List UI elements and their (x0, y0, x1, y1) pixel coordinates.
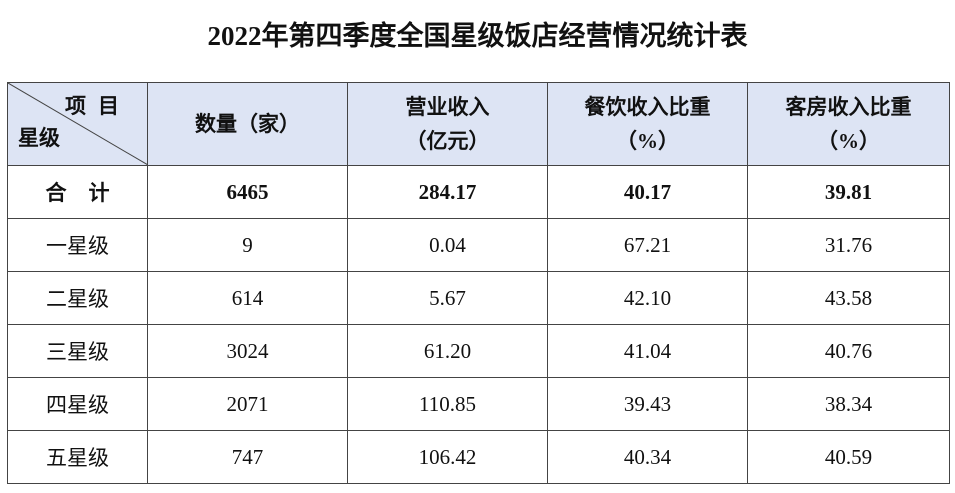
cell: 5.67 (347, 271, 548, 325)
cell: 42.10 (547, 271, 748, 325)
header-line: 客房收入比重 (785, 95, 912, 119)
cell-text: 42.10 (623, 285, 672, 310)
corner-bottom-label: 星级 (18, 126, 60, 150)
cell-text: 39.43 (623, 391, 672, 416)
table-row: 三星级 3024 61.20 41.04 40.76 (7, 324, 950, 378)
cell: 40.76 (747, 324, 950, 378)
diagonal (8, 83, 148, 165)
cell-text: 3024 (226, 338, 269, 363)
cell-text: 31.76 (824, 232, 873, 257)
table-title: 2022年第四季度全国星级饭店经营情况统计表 (207, 21, 748, 51)
corner-cell: 项目 星级 (7, 82, 148, 166)
stats-table: 项目 星级 数量（家） 营业收入 （亿元） 餐饮收入比重 （%） 客房收入比重 （%） 合计… (7, 82, 950, 484)
cell-text: 一星级 (46, 234, 109, 258)
cell: 0.04 (347, 218, 548, 272)
row-label: 合计 (7, 165, 148, 219)
header-row: 项目 星级 数量（家） 营业收入 （亿元） 餐饮收入比重 （%） 客房收入比重 （%） (7, 82, 950, 166)
header-line: （%） (616, 129, 679, 153)
table-row: 四星级 2071 110.85 39.43 38.34 (7, 377, 950, 431)
cell: 41.04 (547, 324, 748, 378)
cell-text: 106.42 (418, 444, 477, 469)
cell-text: 2071 (226, 391, 269, 416)
cell: 67.21 (547, 218, 748, 272)
header-line: 数量（家） (195, 112, 300, 136)
cell: 61.20 (347, 324, 548, 378)
cell: 40.34 (547, 430, 748, 484)
cell-text: 67.21 (623, 232, 672, 257)
cell: 284.17 (347, 165, 548, 219)
cell-text: 40.59 (824, 444, 873, 469)
header-line: 餐饮收入比重 (584, 95, 711, 119)
cell: 6465 (147, 165, 348, 219)
cell: 39.81 (747, 165, 950, 219)
cell-text: 38.34 (824, 391, 873, 416)
cell: 31.76 (747, 218, 950, 272)
cell: 40.17 (547, 165, 748, 219)
table-body: 合计 6465 284.17 40.17 39.81 一星级 9 0.04 67.21 31.76… (7, 165, 950, 484)
table-row: 一星级 9 0.04 67.21 31.76 (7, 218, 950, 272)
header-cell: 营业收入 （亿元） (347, 82, 548, 166)
cell: 106.42 (347, 430, 548, 484)
cell: 38.34 (747, 377, 950, 431)
row-label: 二星级 (7, 271, 148, 325)
cell-text: 三星级 (46, 340, 109, 364)
cell-text: 9 (242, 232, 253, 257)
header-line: （%） (817, 129, 880, 153)
cell: 3024 (147, 324, 348, 378)
cell-text: 43.58 (824, 285, 873, 310)
cell-text: 二星级 (46, 287, 109, 311)
cell-text: 61.20 (423, 338, 472, 363)
cell-text: 四星级 (46, 393, 109, 417)
header-cell: 数量（家） (147, 82, 348, 166)
cell-text: 110.85 (419, 391, 476, 416)
cell-text: 614 (231, 285, 264, 310)
cell: 40.59 (747, 430, 950, 484)
cell-text: 五星级 (46, 446, 109, 470)
corner-top-label: 项目 (65, 94, 131, 118)
cell: 9 (147, 218, 348, 272)
cell-text: 39.81 (824, 179, 873, 204)
table-row: 二星级 614 5.67 42.10 43.58 (7, 271, 950, 325)
cell-text: 41.04 (623, 338, 672, 363)
cell-text: 40.76 (824, 338, 873, 363)
cell-text: 40.17 (623, 179, 672, 204)
cell: 39.43 (547, 377, 748, 431)
cell: 43.58 (747, 271, 950, 325)
cell: 110.85 (347, 377, 548, 431)
cell: 747 (147, 430, 348, 484)
cell-text: 合计 (45, 181, 132, 205)
row-label: 五星级 (7, 430, 148, 484)
cell: 614 (147, 271, 348, 325)
cell: 2071 (147, 377, 348, 431)
cell-text: 5.67 (429, 285, 466, 310)
cell-text: 0.04 (429, 232, 466, 257)
header-cell: 餐饮收入比重 （%） (547, 82, 748, 166)
table-row: 五星级 747 106.42 40.34 40.59 (7, 430, 950, 484)
row-label: 三星级 (7, 324, 148, 378)
cell-text: 6465 (226, 179, 269, 204)
cell-text: 284.17 (418, 179, 477, 204)
cell-text: 40.34 (623, 444, 672, 469)
row-label: 四星级 (7, 377, 148, 431)
cell-text: 747 (231, 444, 264, 469)
row-label: 一星级 (7, 218, 148, 272)
header-line: （亿元） (405, 129, 490, 153)
header-cell: 客房收入比重 （%） (747, 82, 950, 166)
header-line: 营业收入 (405, 95, 490, 119)
table-row: 合计 6465 284.17 40.17 39.81 (7, 165, 950, 219)
